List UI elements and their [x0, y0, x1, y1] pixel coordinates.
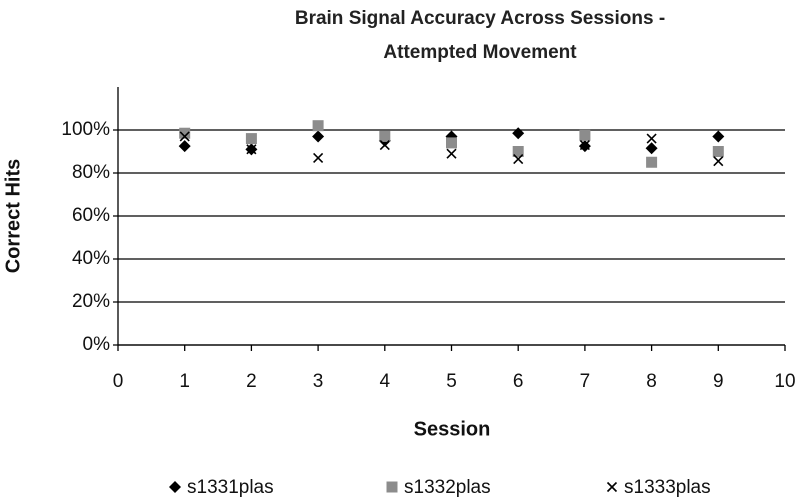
point	[178, 140, 191, 153]
x-tick-label: 7	[580, 371, 591, 392]
y-tick-label: 60%	[72, 205, 110, 226]
point	[312, 130, 325, 143]
point	[246, 144, 257, 155]
point	[313, 152, 324, 164]
y-tick-label: 20%	[72, 291, 110, 312]
x-tick-label: 3	[313, 371, 324, 392]
x-tick-label: 9	[713, 371, 724, 392]
point	[446, 148, 457, 159]
point	[512, 146, 524, 157]
x-axis-label: Session	[414, 418, 491, 440]
point	[245, 133, 257, 145]
point	[645, 142, 658, 155]
point	[512, 127, 525, 140]
point	[379, 139, 390, 151]
legend-marker	[386, 481, 398, 493]
x-tick-label: 4	[380, 371, 391, 392]
point	[312, 120, 324, 132]
point	[446, 137, 457, 149]
legend-label: s1332plas	[404, 477, 491, 498]
x-tick-label: 1	[179, 371, 190, 392]
point	[179, 127, 191, 139]
legend-marker	[606, 481, 618, 493]
x-tick-label: 8	[646, 371, 657, 392]
point	[713, 156, 724, 167]
x-tick-label: 2	[246, 371, 257, 392]
x-tick-label: 5	[446, 371, 457, 392]
y-axis-label: Correct Hits	[2, 159, 24, 273]
legend-label: s1331plas	[187, 477, 274, 498]
legend-label: s1333plas	[624, 477, 711, 498]
chart-title: Brain Signal Accuracy Across Sessions - …	[294, 8, 666, 63]
point	[513, 153, 524, 165]
point	[179, 131, 190, 142]
y-tick-label: 80%	[72, 162, 110, 183]
legend-marker	[169, 481, 181, 493]
x-tick-label: 0	[113, 371, 124, 392]
y-tick-label: 0%	[83, 334, 111, 355]
x-tick-label: 10	[774, 371, 795, 392]
point	[646, 156, 658, 168]
point	[712, 146, 724, 157]
point	[579, 129, 591, 141]
point	[579, 139, 590, 151]
point	[379, 130, 391, 142]
point	[646, 133, 657, 144]
y-tick-label: 40%	[72, 248, 110, 269]
x-tick-label: 6	[513, 371, 524, 392]
point	[712, 130, 725, 143]
y-tick-label: 100%	[61, 119, 110, 140]
